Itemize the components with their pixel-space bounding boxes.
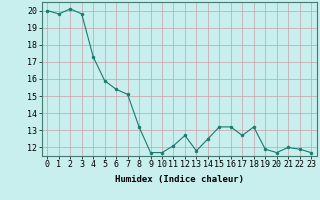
X-axis label: Humidex (Indice chaleur): Humidex (Indice chaleur) (115, 175, 244, 184)
